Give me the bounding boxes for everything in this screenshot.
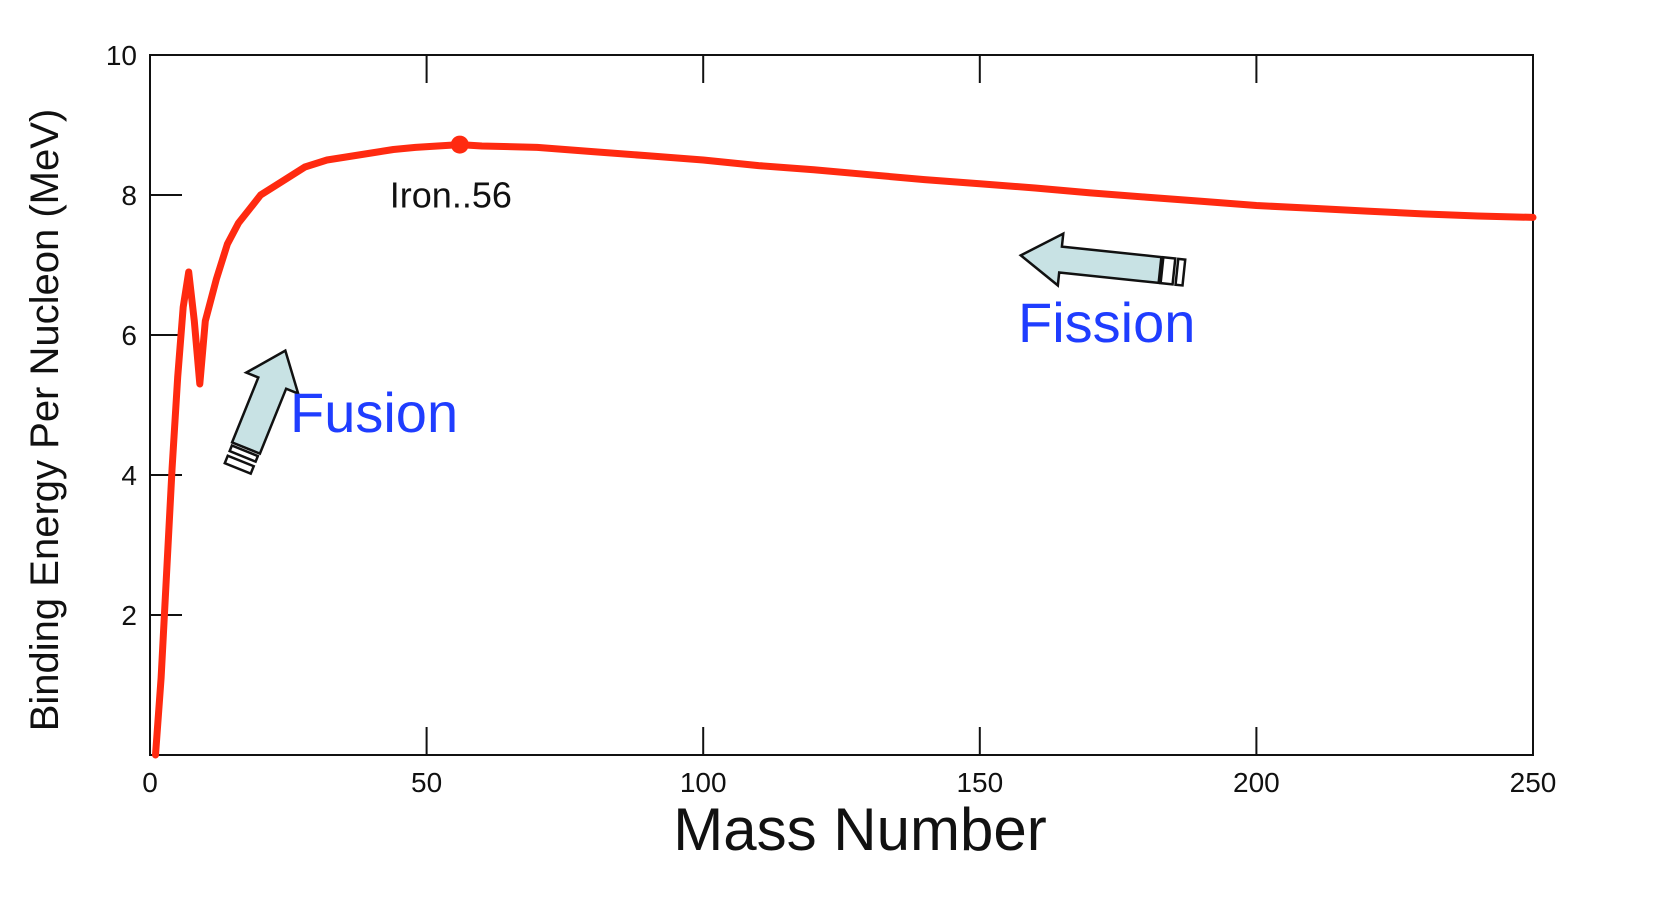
plot-frame [149,54,1534,756]
y-tick-label: 4 [121,460,137,491]
y-axis-label: Binding Energy Per Nucleon (MeV) [23,109,67,732]
x-tick-label: 150 [956,767,1003,798]
iron-56-marker [450,135,469,154]
fusion-arrow-icon [230,348,301,456]
x-tick-labels: 0 50 100 150 200 250 [142,767,1556,798]
y-tick-label: 6 [121,320,137,351]
x-tick-label: 50 [411,767,442,798]
iron-56-label: Iron..56 [390,175,512,216]
y-tick-labels: 2 4 6 8 10 [106,40,137,631]
fission-label: Fission [1018,291,1195,354]
fusion-label: Fusion [290,381,458,444]
x-tick-label: 200 [1233,767,1280,798]
x-tick-label: 100 [680,767,727,798]
x-tick-label: 250 [1510,767,1557,798]
binding-energy-line [152,141,1537,759]
fusion-arrow-tail-icon [223,443,260,476]
y-tick-label: 8 [121,180,137,211]
y-tick-label: 10 [106,40,137,71]
y-tick-label: 2 [121,600,137,631]
fission-arrow-tail-icon [1159,255,1187,287]
fission-arrow-icon [1018,231,1163,288]
x-axis-label: Mass Number [673,796,1046,863]
x-tick-label: 0 [142,767,158,798]
